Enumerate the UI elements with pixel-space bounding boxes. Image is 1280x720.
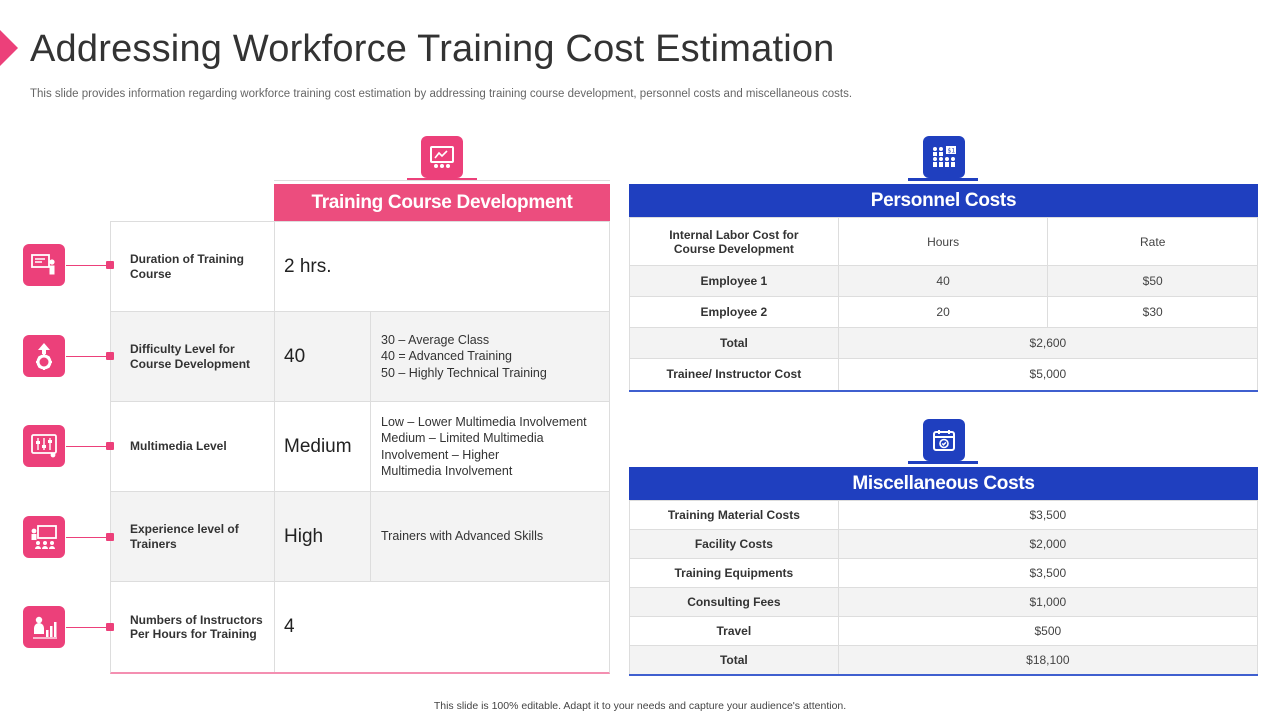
table-row: Travel $500 [629, 616, 1259, 646]
gear-arrow-icon [23, 335, 65, 377]
table-row: Duration of Training Course 2 hrs. [111, 222, 609, 312]
misc-icon-underline [908, 461, 978, 464]
amount-cell: $1,000 [837, 587, 1259, 617]
row-label: Travel [629, 616, 839, 646]
row-label: Facility Costs [629, 529, 839, 559]
training-course-header: Training Course Development [274, 184, 610, 221]
personnel-costs-header: Personnel Costs [629, 184, 1258, 217]
table-row: Numbers of Instructors Per Hours for Tra… [111, 582, 609, 672]
row-label: Experience level of Trainers [111, 492, 275, 581]
amount-cell: $18,100 [837, 645, 1259, 676]
connector-line [66, 265, 110, 266]
row-label: Training Equipments [629, 558, 839, 588]
row-label: Training Material Costs [629, 500, 839, 530]
connector-line [66, 356, 110, 357]
table-row: Difficulty Level for Course Development … [111, 312, 609, 402]
connector-dot [106, 442, 114, 450]
amount-cell: $500 [837, 616, 1259, 646]
table-row: Facility Costs $2,000 [629, 529, 1259, 559]
connector-dot [106, 261, 114, 269]
title-accent-arrow [0, 30, 18, 66]
training-course-table: Duration of Training Course 2 hrs. Diffi… [110, 221, 610, 674]
rate-cell: $50 [1047, 265, 1258, 297]
row-value: High [275, 492, 371, 581]
amount-cell: $2,000 [837, 529, 1259, 559]
row-label: Duration of Training Course [111, 222, 275, 311]
connector-dot [106, 623, 114, 631]
calendar-check-icon [923, 419, 965, 461]
row-value: 40 [275, 312, 371, 401]
hours-cell: 40 [837, 265, 1049, 297]
row-label: Total [629, 327, 839, 359]
personnel-costs-table: Internal Labor Cost for Course Developme… [629, 217, 1259, 392]
hours-cell: 20 [837, 296, 1049, 328]
misc-costs-header: Miscellaneous Costs [629, 467, 1258, 500]
misc-costs-table: Training Material Costs $3,500 Facility … [629, 500, 1259, 676]
instructor-chart-icon [23, 606, 65, 648]
row-label: Trainee/ Instructor Cost [629, 358, 839, 392]
row-label: Numbers of Instructors Per Hours for Tra… [111, 582, 275, 672]
table-row: Training Material Costs $3,500 [629, 500, 1259, 530]
personnel-icon-underline [908, 178, 978, 181]
row-label: Difficulty Level for Course Development [111, 312, 275, 401]
row-note: Trainers with Advanced Skills [381, 529, 544, 544]
sliders-monitor-icon [23, 425, 65, 467]
tcd-icon-underline [407, 178, 477, 181]
row-value: Medium [275, 402, 371, 491]
row-label: Multimedia Level [111, 402, 275, 491]
connector-dot [106, 352, 114, 360]
table-header-row: Internal Labor Cost for Course Developme… [629, 217, 1258, 266]
row-note: Low – Lower Multimedia Involvement Mediu… [381, 415, 587, 478]
footer-note: This slide is 100% editable. Adapt it to… [433, 700, 847, 712]
row-label: Total [629, 645, 839, 676]
table-row: Employee 1 40 $50 [629, 265, 1258, 297]
row-label: Employee 2 [629, 296, 839, 328]
total-cell: $2,600 [837, 327, 1259, 359]
row-label: Employee 1 [629, 265, 839, 297]
amount-cell: $3,500 [837, 500, 1259, 530]
row-label: Consulting Fees [629, 587, 839, 617]
row-note: 30 – Average Class 40 = Advanced Trainin… [381, 333, 547, 380]
connector-line [66, 627, 110, 628]
table-row: Experience level of Trainers High Traine… [111, 492, 609, 582]
connector-line [66, 446, 110, 447]
rate-cell: $30 [1047, 296, 1258, 328]
table-row-total: Total $18,100 [629, 645, 1259, 676]
presenter-board-icon [23, 244, 65, 286]
connector-line [66, 537, 110, 538]
column-header: Hours [837, 217, 1049, 266]
svg-text:$1: $1 [948, 148, 956, 155]
table-row: Training Equipments $3,500 [629, 558, 1259, 588]
row-value: 2 hrs. [284, 255, 332, 277]
table-row: Consulting Fees $1,000 [629, 587, 1259, 617]
table-row: Multimedia Level Medium Low – Lower Mult… [111, 402, 609, 492]
page-subtitle: This slide provides information regardin… [30, 88, 853, 100]
classroom-trainer-icon [23, 516, 65, 558]
row-value: 4 [284, 616, 295, 637]
column-header: Rate [1047, 217, 1258, 266]
table-row-trainee: Trainee/ Instructor Cost $5,000 [629, 358, 1259, 392]
team-cost-icon: $1 [923, 136, 965, 178]
table-row: Employee 2 20 $30 [629, 296, 1258, 328]
table-row-total: Total $2,600 [629, 327, 1259, 359]
column-header: Internal Labor Cost for Course Developme… [629, 217, 839, 266]
trainee-cost-cell: $5,000 [837, 358, 1259, 392]
tcd-top-rule [274, 180, 610, 181]
amount-cell: $3,500 [837, 558, 1259, 588]
connector-dot [106, 533, 114, 541]
page-title: Addressing Workforce Training Cost Estim… [30, 28, 835, 70]
presentation-board-icon [421, 136, 463, 178]
